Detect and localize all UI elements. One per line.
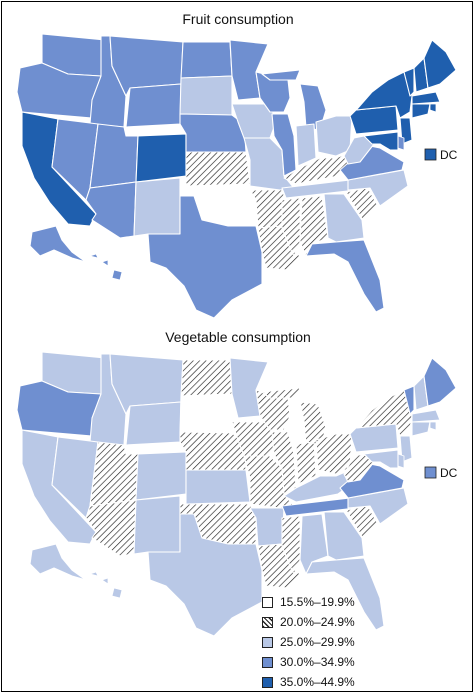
state-il [271,113,297,177]
state-nd [180,359,233,397]
legend-item: 25.0%–29.9% [262,633,355,651]
state-vt [403,67,415,97]
state-ak [29,543,87,581]
state-ga [323,511,365,561]
state-tx [147,195,263,319]
legend-swatch-1 [262,616,273,628]
state-oh [315,433,353,475]
legend-swatch-2 [262,636,273,648]
state-ga [323,193,365,243]
legend-swatch-3 [262,656,273,668]
state-il [271,431,297,495]
state-nm [133,177,181,237]
state-ms [281,515,301,575]
legend-item: 35.0%–44.9% [262,673,355,691]
dc-swatch [424,148,437,161]
legend-item: 15.5%–19.9% [262,593,355,611]
state-nc [347,487,409,525]
state-ms [281,197,301,257]
state-me [423,39,457,89]
state-sd [179,393,233,434]
state-az [85,181,137,239]
state-nd [180,41,233,79]
state-vt [403,385,415,415]
legend-label: 30.0%–34.9% [280,655,355,669]
state-fl [305,239,385,313]
state-ri [429,421,437,431]
dc-label: DC [440,466,458,480]
state-co [135,451,187,501]
state-ut [89,441,139,507]
state-ma [411,409,441,423]
state-nc [347,169,409,207]
legend-label: 35.0%–44.9% [280,675,355,689]
state-ks [185,151,251,187]
state-ks [185,469,251,505]
state-de [397,135,405,151]
state-md [363,449,399,469]
state-in [295,441,317,485]
state-tx [147,513,263,637]
state-me [423,357,457,407]
state-co [135,133,187,183]
legend-item: 20.0%–24.9% [262,613,355,631]
state-wy [125,401,182,446]
vegetable-map-title: Vegetable consumption [165,329,311,345]
state-ma [411,91,441,105]
state-ny [355,71,413,119]
vegetable-map: DC [16,351,458,637]
legend-label: 25.0%–29.9% [280,635,355,649]
state-ct [411,421,431,437]
legend-label: 15.5%–19.9% [280,595,355,609]
state-in [295,123,317,167]
state-nm [133,495,181,555]
state-ri [429,103,437,113]
legend-swatch-4 [262,676,273,688]
state-oh [315,115,353,157]
fruit-map: DC [16,33,458,319]
state-ak [29,225,87,263]
state-ny [355,389,413,437]
dc-label: DC [440,148,458,162]
state-pa [349,423,399,453]
state-pa [349,105,399,135]
state-md [363,131,399,151]
legend-swatch-0 [262,596,273,608]
dc-swatch [424,466,437,479]
state-ne [179,431,247,471]
state-de [397,453,405,469]
state-ct [411,103,431,119]
state-ne [179,113,247,153]
state-wy [125,83,182,128]
legend: 15.5%–19.9% 20.0%–24.9% 25.0%–29.9% 30.0… [262,593,355,693]
state-fl [305,557,385,631]
legend-item: 30.0%–34.9% [262,653,355,671]
state-hi [89,571,123,599]
state-sd [179,75,233,116]
fruit-map-title: Fruit consumption [182,11,294,27]
state-hi [89,253,123,281]
state-az [85,499,137,557]
legend-label: 20.0%–24.9% [280,615,355,629]
state-ut [89,123,139,189]
